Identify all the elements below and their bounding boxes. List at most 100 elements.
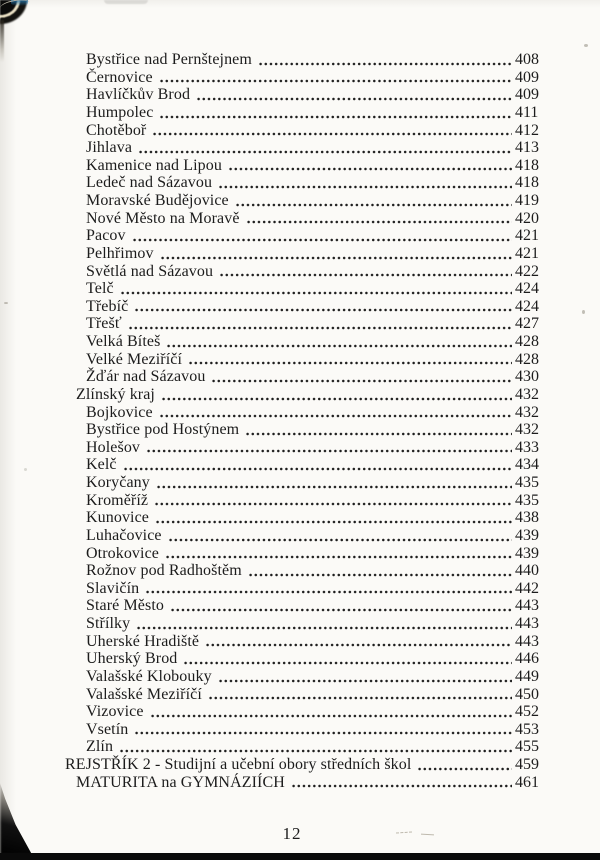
dot-leader <box>188 361 512 366</box>
toc-entry: Pacov 421 <box>50 227 545 245</box>
toc-entry: Telč 424 <box>50 280 545 298</box>
toc-entry-label: Kroměříž <box>86 491 149 509</box>
toc-entry-page-number: 443 <box>515 615 539 632</box>
toc-entry: Velké Meziříčí 428 <box>50 351 545 369</box>
toc-entry-label: Vsetín <box>86 720 129 738</box>
scan-speck <box>584 44 588 47</box>
dot-leader <box>134 308 512 313</box>
dot-leader <box>119 749 512 753</box>
toc-entry-page-number: 443 <box>515 632 539 650</box>
toc-entry: Moravské Budějovice 419 <box>50 192 545 210</box>
dot-leader <box>183 660 512 665</box>
toc-entry-page-number: 409 <box>515 86 539 104</box>
toc-entry-label: Koryčany <box>86 474 150 491</box>
scan-speck <box>24 468 27 471</box>
dot-leader <box>196 96 512 101</box>
dot-leader <box>247 572 512 577</box>
toc-entry-page-number: 432 <box>515 421 539 439</box>
toc-entry: Třešť 427 <box>50 315 545 333</box>
toc-entry-page-number: 442 <box>515 579 539 597</box>
toc-entry: Holešov 433 <box>50 439 545 457</box>
scan-speck <box>4 302 8 304</box>
dot-leader <box>159 255 512 260</box>
toc-entry: Valašské Meziříčí 450 <box>50 686 545 704</box>
toc-entry-label: Nové Město na Moravě <box>86 209 240 227</box>
dot-leader <box>245 220 512 225</box>
dot-leader <box>152 132 512 137</box>
dot-leader <box>245 431 512 436</box>
toc-entry: Luhačovice 439 <box>50 527 545 545</box>
toc-entry-page-number: 411 <box>515 103 539 121</box>
toc-entry-label: Třešť <box>86 315 122 333</box>
toc-entry-page-number: 420 <box>515 209 539 227</box>
toc-entry-page-number: 418 <box>515 156 539 174</box>
dot-leader <box>166 343 512 348</box>
dot-leader <box>159 114 512 119</box>
toc-entry: Staré Město 443 <box>50 597 545 615</box>
toc-entry: Ledeč nad Sázavou 418 <box>50 174 545 192</box>
toc-entry-label: Žďár nad Sázavou <box>86 368 206 386</box>
toc-entry: Pelhřimov 421 <box>50 245 545 263</box>
toc-entry-label: Slavičín <box>86 579 140 597</box>
toc-entry-page-number: 450 <box>515 685 539 703</box>
toc-entry-page-number: 421 <box>515 227 539 245</box>
toc-entry-page-number: 408 <box>515 51 539 68</box>
toc-entry-label: Valašské Meziříčí <box>86 685 202 703</box>
toc-entry: Třebíč 424 <box>50 298 545 316</box>
toc-entry-page-number: 446 <box>515 650 539 668</box>
dot-leader <box>169 608 512 612</box>
toc-entry: Kelč 434 <box>50 456 545 474</box>
dot-leader <box>219 273 512 278</box>
dot-leader <box>154 502 512 507</box>
toc-entry-page-number: 432 <box>515 385 539 403</box>
dot-leader <box>122 467 512 471</box>
toc-list: Bystřice nad Pernštejnem 408 Černovice 4… <box>50 51 545 791</box>
toc-entry-page-number: 421 <box>515 244 539 262</box>
toc-entry-label: Světlá nad Sázavou <box>86 262 214 280</box>
dot-leader <box>234 202 512 207</box>
dot-leader <box>218 185 512 189</box>
toc-entry-page-number: 439 <box>515 544 539 562</box>
toc-entry: Velká Bíteš 428 <box>50 333 545 351</box>
toc-entry-label: Černovice <box>86 68 153 86</box>
dot-leader <box>417 766 512 771</box>
dot-leader <box>211 378 512 383</box>
page-edge-shadow-left <box>0 0 16 860</box>
dot-leader <box>119 290 512 295</box>
toc-entry-page-number: 413 <box>515 139 539 157</box>
toc-entry-label: Zlín <box>86 738 114 756</box>
toc-entry: Valašské Klobouky 449 <box>50 668 545 686</box>
toc-entry: Střílky 443 <box>50 615 545 633</box>
toc-entry: Jihlava 413 <box>50 139 545 157</box>
toc-entry-label: Střílky <box>86 615 131 632</box>
scan-artifact-top-smudge <box>104 0 148 4</box>
dot-leader <box>227 167 512 172</box>
toc-entry-page-number: 432 <box>515 403 539 421</box>
toc-entry: Vsetín 453 <box>50 721 545 739</box>
toc-entry: Žďár nad Sázavou 430 <box>50 368 545 386</box>
toc-entry-page-number: 438 <box>515 509 539 527</box>
page-footer-number: 12 <box>282 824 302 843</box>
scan-artifact-bottom-left-shadow <box>0 783 33 855</box>
toc-entry-page-number: 424 <box>515 280 539 298</box>
toc-entry: Otrokovice 439 <box>50 545 545 563</box>
dot-leader <box>217 678 512 683</box>
toc-entry-label: Luhačovice <box>86 526 162 544</box>
toc-entry-page-number: 433 <box>515 438 539 456</box>
toc-entry-page-number: 461 <box>515 773 539 791</box>
scan-speck <box>582 310 585 314</box>
toc-entry-page-number: 409 <box>515 68 539 86</box>
toc-entry: Havlíčkův Brod 409 <box>50 86 545 104</box>
toc-entry-label: Zlínský kraj <box>76 385 155 403</box>
toc-entry: Rožnov pod Radhoštěm 440 <box>50 562 545 580</box>
toc-entry-page-number: 440 <box>515 562 539 580</box>
toc-entry-page-number: 430 <box>515 368 539 386</box>
toc-entry-label: Staré Město <box>86 597 164 615</box>
toc-entry: Slavičín 442 <box>50 580 545 598</box>
dot-leader <box>149 713 512 718</box>
dot-leader <box>134 731 512 736</box>
toc-entry-label: MATURITA na GYMNÁZIÍCH <box>76 773 285 791</box>
toc-entry-label: Jihlava <box>86 139 133 157</box>
toc-entry-page-number: 443 <box>515 597 539 615</box>
toc-entry-label: Velká Bíteš <box>86 333 161 350</box>
